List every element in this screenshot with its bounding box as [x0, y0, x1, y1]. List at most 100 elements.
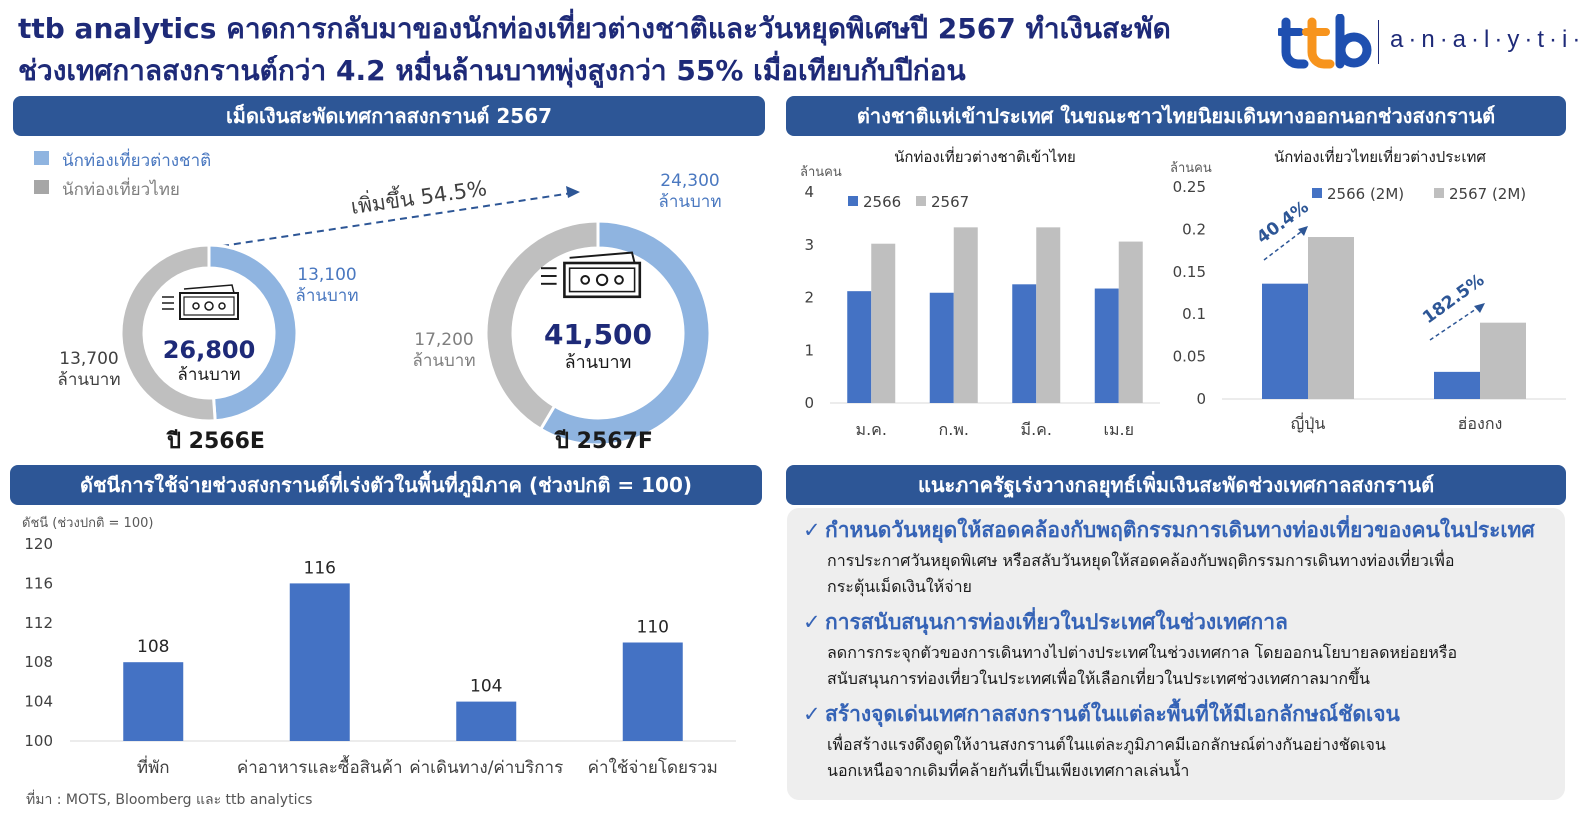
recommend-body-3a: เพื่อสร้างแรงดึงดูดให้งานสงกรานต์ในแต่ละ… — [827, 735, 1386, 754]
x-tick-label: ค่าใช้จ่ายโดยรวม — [588, 757, 718, 778]
bar — [847, 291, 872, 403]
donut-2567 — [484, 219, 712, 447]
recommend-body-2b: สนับสนุนการท่องเที่ยวในประเทศเพื่อให้เลื… — [827, 669, 1370, 688]
y-tick-label: 0 — [1196, 390, 1206, 408]
bar — [953, 227, 978, 403]
x-tick-label: ก.พ. — [939, 420, 969, 439]
growth-label-hongkong: 182.5% — [1419, 270, 1488, 328]
y-tick-label: 1 — [804, 341, 814, 359]
growth-arrow-hongkong — [1429, 304, 1483, 341]
donut-total-2566: 26,800 — [163, 336, 256, 364]
donut-slice-foreign — [207, 243, 299, 423]
y-tick-label: 108 — [24, 653, 53, 671]
index-chart-yticks: 100 104 108 112 116 120 — [24, 535, 53, 750]
x-tick-label: ค่าอาหารและซื้อสินค้า — [237, 755, 403, 778]
left-chart-title: นักท่องเที่ยวต่างชาติเข้าไทย — [894, 146, 1076, 166]
inbound-tourists-chart: ล้านคน นักท่องเที่ยวต่างชาติเข้าไทย 2566… — [800, 146, 1160, 439]
growth-arrow-line — [221, 192, 573, 247]
bar — [871, 243, 896, 403]
left-chart-yticks: 0 1 2 3 4 — [804, 183, 814, 412]
y-tick-label: 0.05 — [1173, 348, 1206, 366]
money-icon — [541, 251, 642, 299]
y-tick-label: 0.2 — [1182, 220, 1206, 238]
recommend-item-2: ✓ การสนับสนุนการท่องเที่ยวในประเทศในช่วงเ… — [803, 608, 1553, 692]
growth-label-japan: 40.4% — [1253, 197, 1312, 248]
ttb-analytics-logo: a·n·a·l·y·t·i·c·s — [1276, 13, 1583, 70]
ttb-logo-mark-icon — [1276, 13, 1372, 69]
title-line-1: ttb analytics คาดการกลับมาของนักท่องเที่… — [18, 12, 1171, 45]
legend-label-thai: นักท่องเที่ยวไทย — [62, 177, 180, 200]
y-tick-label: 0 — [804, 394, 814, 412]
donut-panel-banner: เม็ดเงินสะพัดเทศกาลสงกรานต์ 2567 — [13, 96, 765, 136]
bar — [1012, 284, 1037, 403]
slice-unit-foreign-2566: ล้านบาท — [295, 286, 358, 306]
recommend-head-3: สร้างจุดเด่นเทศกาลสงกรานต์ในแต่ละพื้นที่… — [825, 702, 1400, 726]
logo-text: a·n·a·l·y·t·i·c·s — [1390, 26, 1583, 53]
recommend-head-1: กำหนดวันหยุดให้สอดคล้องกับพฤติกรรมการเดิ… — [825, 518, 1535, 542]
x-tick-label: ค่าเดินทาง/ค่าบริการ — [409, 758, 563, 778]
index-panel-banner: ดัชนีการใช้จ่ายช่วงสงกรานต์ที่เร่งตัวในพ… — [10, 465, 762, 505]
bar-data-label: 116 — [304, 558, 336, 578]
x-tick-label: เม.ย — [1104, 420, 1134, 439]
donut-year-2567: ปี 2567F — [554, 429, 653, 454]
bar-data-label: 108 — [137, 637, 169, 657]
slice-label-foreign-2566: 13,100 — [297, 265, 356, 285]
x-tick-label: ญี่ปุ่น — [1291, 412, 1326, 434]
recommend-body-1b: กระตุ้นเม็ดเงินให้จ่าย — [827, 577, 972, 596]
outbound-tourists-chart: ล้านคน นักท่องเที่ยวไทยเที่ยวต่างประเทศ … — [1170, 146, 1566, 434]
bar-data-label: 104 — [470, 677, 502, 697]
title-line-2: ช่วงเทศกาลสงกรานต์กว่า 4.2 หมื่นล้านบาทพ… — [18, 54, 966, 87]
growth-arrow-head-icon — [566, 186, 580, 198]
left-chart-bars — [830, 227, 1160, 404]
recommend-item-3: ✓ สร้างจุดเด่นเทศกาลสงกรานต์ในแต่ละพื้นที… — [803, 700, 1553, 784]
y-tick-label: 112 — [24, 614, 53, 632]
index-chart-bars — [70, 583, 736, 742]
slice-unit-thai-2567: ล้านบาท — [412, 351, 475, 371]
trend-panel-banner: ต่างชาติแห่เข้าประเทศ ในขณะชาวไทยนิยมเดิ… — [786, 96, 1566, 136]
spending-index-chart: ดัชนี (ช่วงปกติ = 100) 100 104 108 112 116 12… — [22, 515, 736, 778]
right-chart-unit: ล้านคน — [1170, 161, 1212, 176]
index-chart-data-labels: 108 116 104 110 — [137, 558, 669, 696]
right-chart-xticks: ญี่ปุ่น ฮ่องกง — [1291, 412, 1503, 434]
index-chart-xticks: ที่พัก ค่าอาหารและซื้อสินค้า ค่าเดินทาง/ค่… — [137, 755, 718, 778]
donut-charts: นักท่องเที่ยวต่างชาติ นักท่องเที่ยวไทย เ… — [34, 148, 722, 454]
recommend-item-1: ✓ กำหนดวันหยุดให้สอดคล้องกับพฤติกรรมการเด… — [803, 516, 1553, 600]
legend-swatch-foreign — [34, 151, 49, 165]
right-chart-yticks: 0 0.05 0.1 0.15 0.2 0.25 — [1173, 178, 1206, 408]
y-tick-label: 0.1 — [1182, 305, 1206, 323]
legend-label-2567: 2567 — [931, 193, 969, 211]
recommend-body-3b: นอกเหนือจากเดิมที่คล้ายกันที่เป็นเพียงเท… — [827, 761, 1190, 780]
legend-label-2567-2m: 2567 (2M) — [1449, 185, 1526, 203]
check-icon: ✓ — [803, 518, 821, 542]
slice-label-thai-2567: 17,200 — [414, 330, 473, 350]
recommend-body-1a: การประกาศวันหยุดพิเศษ หรือสลับวันหยุดให้… — [827, 551, 1455, 570]
check-icon: ✓ — [803, 702, 821, 726]
recommend-panel: ✓ กำหนดวันหยุดให้สอดคล้องกับพฤติกรรมการเด… — [787, 508, 1565, 800]
y-tick-label: 100 — [24, 732, 53, 750]
donut-total-2567: 41,500 — [544, 318, 652, 351]
legend-swatch-thai — [34, 180, 49, 194]
legend-swatch-2567 — [916, 196, 926, 206]
x-tick-label: ที่พัก — [137, 755, 170, 778]
x-tick-label: มี.ค. — [1021, 420, 1052, 439]
bar — [1262, 283, 1308, 399]
y-tick-label: 0.25 — [1173, 178, 1206, 196]
legend-label-2566: 2566 — [863, 193, 901, 211]
legend-label-2566-2m: 2566 (2M) — [1327, 185, 1404, 203]
right-chart-bars — [1222, 237, 1566, 400]
arrow-head-hongkong-icon — [1474, 303, 1485, 313]
recommend-panel-banner: แนะภาครัฐเร่งวางกลยุทธ์เพิ่มเงินสะพัดช่ว… — [786, 465, 1566, 505]
donut-slice-thai — [484, 219, 600, 432]
index-axis-caption: ดัชนี (ช่วงปกติ = 100) — [22, 515, 153, 531]
x-tick-label: ฮ่องกง — [1458, 414, 1503, 433]
bar — [1118, 241, 1143, 403]
bar — [1434, 371, 1480, 399]
y-tick-label: 104 — [24, 693, 53, 711]
donut-unit-2566: ล้านบาท — [177, 365, 240, 385]
y-tick-label: 120 — [24, 535, 53, 553]
bar — [1308, 237, 1354, 399]
bar — [123, 662, 184, 741]
growth-label: เพิ่มขึ้น 54.5% — [349, 173, 488, 219]
page-title: ttb analytics คาดการกลับมาของนักท่องเที่… — [18, 8, 1268, 92]
y-tick-label: 4 — [804, 183, 814, 201]
